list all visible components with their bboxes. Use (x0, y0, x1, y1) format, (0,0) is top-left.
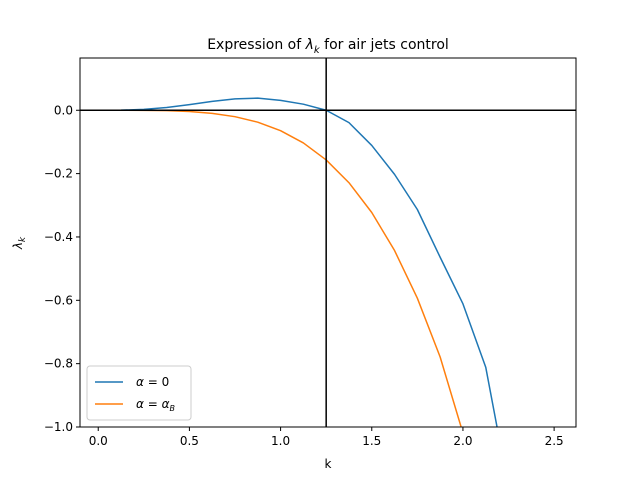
y-tick-label: −0.8 (44, 357, 73, 371)
y-tick-label: −0.4 (44, 230, 73, 244)
legend: α = 0 α = αB (86, 365, 192, 421)
series-line-1 (98, 97, 498, 427)
legend-label-series-1: α = 0 (136, 375, 169, 389)
chart-title: Expression of λk for air jets control (207, 37, 449, 56)
x-tick-label: 2.5 (545, 434, 564, 448)
y-tick-label: 0.0 (54, 103, 73, 117)
legend-label-series-2: α = αB (136, 397, 175, 413)
plot-frame (79, 57, 577, 428)
x-tick-label: 1.5 (362, 434, 381, 448)
svg-text:λk: λk (11, 236, 28, 250)
x-tick-label: 0.0 (89, 434, 108, 448)
x-tick-label: 1.0 (271, 434, 290, 448)
legend-box (86, 365, 192, 421)
y-tick-label: −0.6 (44, 293, 73, 307)
x-tick-label: 2.0 (453, 434, 472, 448)
x-axis-label: k (325, 457, 332, 471)
x-axis-ticks: 0.0 0.5 1.0 1.5 2.0 2.5 (89, 427, 564, 448)
reference-lines (80, 58, 576, 427)
y-tick-label: −1.0 (44, 420, 73, 434)
y-tick-label: −0.2 (44, 167, 73, 181)
y-axis-ticks: 0.0 −0.2 −0.4 −0.6 −0.8 −1.0 (44, 103, 80, 434)
x-tick-label: 0.5 (180, 434, 199, 448)
y-axis-label: λk (11, 236, 28, 250)
